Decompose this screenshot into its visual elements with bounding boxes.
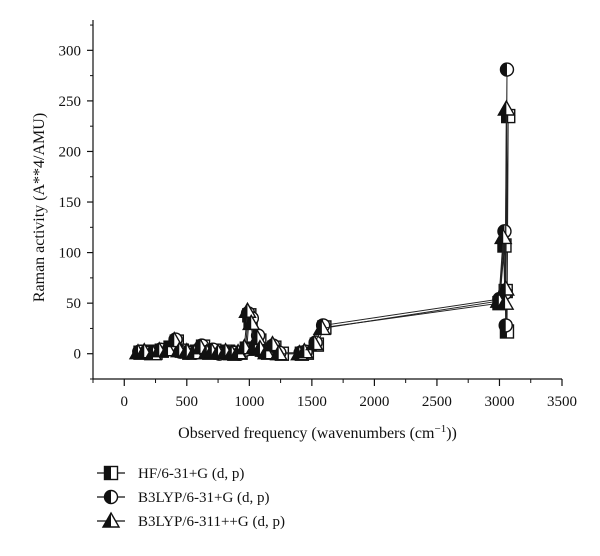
series-line <box>137 108 507 355</box>
series-circle <box>132 62 515 361</box>
y-tick-label: 300 <box>59 43 82 59</box>
legend-label: B3LYP/6-31+G (d, p) <box>138 490 270 506</box>
x-axis-label-main: Observed frequency (wavenumbers (cm <box>178 425 435 442</box>
data-point <box>269 344 288 361</box>
data-point <box>242 313 261 331</box>
y-tick-label: 100 <box>59 246 82 262</box>
series-triangle <box>128 99 516 361</box>
series-line <box>140 116 509 355</box>
data-point <box>295 342 314 359</box>
legend-item: B3LYP/6-31+G (d, p) <box>97 489 270 506</box>
x-tick-label: 3500 <box>547 394 577 410</box>
legend-label: HF/6-31+G (d, p) <box>138 466 244 482</box>
data-point <box>497 99 516 116</box>
legend-item: HF/6-31+G (d, p) <box>97 465 244 482</box>
data-point <box>494 228 513 245</box>
legend-item: B3LYP/6-311++G (d, p) <box>97 511 285 530</box>
x-axis-label: Observed frequency (wavenumbers (cm−1)) <box>178 423 457 442</box>
y-axis-label: Raman activity (A**4/AMU) <box>31 113 48 302</box>
x-axis-label-suffix: )) <box>446 425 457 442</box>
legend-marker <box>103 489 119 505</box>
y-tick-label: 250 <box>59 94 82 110</box>
x-tick-label: 1000 <box>234 394 264 410</box>
y-ticks: 0 50 100 150 200 250 300 <box>59 24 93 380</box>
data-point <box>305 334 324 351</box>
data-point <box>312 319 332 336</box>
data-point <box>158 340 178 357</box>
data-point <box>498 318 513 333</box>
x-tick-label: 0 <box>121 394 129 410</box>
legend-marker <box>101 511 121 528</box>
x-tick-label: 3000 <box>484 394 514 410</box>
plot-area <box>128 62 516 361</box>
x-ticks: 0 500 1000 1500 2000 2500 3000 3500 <box>92 379 577 410</box>
data-point <box>495 293 515 310</box>
legend-label: B3LYP/6-311++G (d, p) <box>138 514 285 530</box>
legend-marker <box>103 465 119 481</box>
data-point <box>238 301 257 318</box>
x-axis-label-superscript: −1 <box>434 423 446 435</box>
data-point <box>263 335 282 352</box>
y-tick-label: 200 <box>59 144 82 160</box>
x-tick-label: 2000 <box>359 394 389 410</box>
series-line <box>139 69 508 355</box>
y-tick-label: 50 <box>66 296 81 312</box>
data-point <box>499 62 515 77</box>
x-tick-label: 500 <box>176 394 199 410</box>
legend: HF/6-31+G (d, p) B3LYP/6-31+G (d, p) B3LYP… <box>97 465 285 530</box>
data-point <box>257 343 276 360</box>
x-tick-label: 2500 <box>422 394 452 410</box>
axes: 0 500 1000 1500 2000 2500 3000 3500 0 50 100 150 20… <box>59 20 577 410</box>
y-tick-label: 150 <box>59 195 82 211</box>
data-point <box>496 279 515 296</box>
x-tick-label: 1500 <box>297 394 327 410</box>
y-tick-label: 0 <box>74 347 82 363</box>
